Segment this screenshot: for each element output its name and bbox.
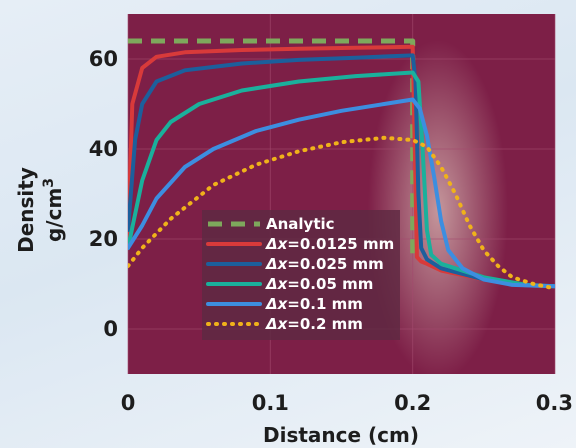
legend-label-name-5: =0.2 mm [287, 315, 363, 333]
legend-label-prefix-5: Δx [265, 315, 289, 333]
legend-label-1: Δx=0.0125 mm [265, 235, 394, 253]
series-line-2 [128, 53, 555, 289]
legend-label-prefix-4: Δx [265, 295, 289, 313]
y-tick-label-2: 40 [89, 137, 118, 161]
y-tick-label-0: 0 [103, 317, 118, 341]
x-tick-label-1: 0.1 [252, 391, 289, 415]
tick-labels: 0 20 40 60 0 0.1 0.2 0.3 [89, 47, 573, 415]
x-tick-label-2: 0.2 [394, 391, 431, 415]
y-axis-title: Density [14, 167, 38, 253]
legend-label-name-2: =0.025 mm [287, 255, 384, 273]
legend-label-2: Δx=0.025 mm [265, 255, 384, 273]
x-tick-label-3: 0.3 [536, 391, 573, 415]
y-tick-label-1: 20 [89, 227, 118, 251]
legend-label-name-4: =0.1 mm [287, 295, 363, 313]
legend-label-name-0: Analytic [266, 215, 335, 233]
y-axis-unit: g/cm3 [41, 178, 66, 242]
legend-label-3: Δx=0.05 mm [265, 275, 373, 293]
legend-label-4: Δx=0.1 mm [265, 295, 363, 313]
legend-label-5: Δx=0.2 mm [265, 315, 363, 333]
y-axis-unit-sup: 3 [41, 178, 57, 188]
legend-label-name-3: =0.05 mm [287, 275, 373, 293]
series-line-3 [128, 70, 555, 289]
x-tick-label-0: 0 [121, 391, 136, 415]
series-line-0 [128, 38, 416, 262]
series-line-4 [128, 97, 555, 289]
x-axis-title: Distance (cm) [263, 423, 419, 447]
legend-label-prefix-3: Δx [265, 275, 289, 293]
legend-label-name-1: =0.0125 mm [287, 235, 394, 253]
y-axis-unit-base: g/cm [42, 188, 66, 242]
legend-box [202, 210, 400, 340]
legend-label-0: Analytic [266, 215, 335, 233]
series-layer [128, 38, 555, 291]
legend-label-prefix-2: Δx [265, 255, 289, 273]
legend-label-prefix-1: Δx [265, 235, 289, 253]
y-tick-label-3: 60 [89, 47, 118, 71]
